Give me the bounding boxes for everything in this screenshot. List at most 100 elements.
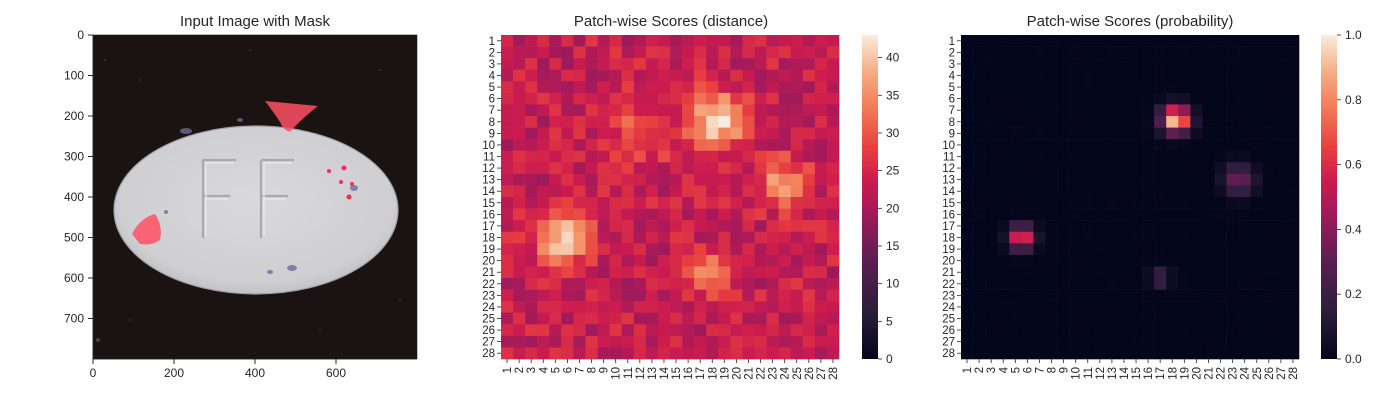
heatmap-cell [633,139,647,152]
heatmap-cell [1081,104,1095,117]
heatmap-cell [537,185,550,198]
heatmap-cell [1130,312,1143,325]
heatmap-cell [1154,347,1167,360]
heatmap-cell [549,185,562,198]
heatmap-cell [1274,289,1288,302]
heatmap-cell [1093,243,1107,256]
heatmap-cell [1045,173,1058,186]
heatmap-cell [742,173,755,186]
heatmap-cell [1286,116,1300,128]
heatmap-cell [1166,324,1179,337]
heatmap-cell [1033,347,1046,360]
heatmap-cell [694,81,707,94]
x-tick-label: 12 [1095,367,1107,380]
heatmap-cell [645,266,659,279]
heatmap-cell [549,243,562,256]
heatmap-cell [1105,278,1119,290]
heatmap-cell [718,104,731,117]
heatmap-cell [1069,289,1083,302]
heatmap-cell [670,81,683,94]
y-tick-label: 17 [482,221,495,233]
heatmap-cell [1202,35,1215,47]
heatmap-cell [537,46,550,59]
heatmap-cell [1202,301,1215,314]
heatmap-cell [1069,116,1083,128]
heatmap-cell [1214,208,1227,221]
heatmap-cell [597,150,610,163]
heatmap-cell [1190,58,1203,71]
heatmap-cell [597,104,610,117]
heatmap-cell [730,81,743,94]
heatmap-cell [1142,266,1155,279]
heatmap-cell [1190,162,1203,175]
heatmap-cell [1069,104,1083,117]
colorbar-tick-label: 35 [886,88,900,102]
image-y-tick-label: 600 [64,271,84,285]
heatmap-cell [961,127,974,140]
heatmap-cell [802,231,816,244]
heatmap-cell [1081,197,1095,209]
heatmap-cell [585,69,598,82]
colorbar-tick-label: 0.0 [1345,352,1362,366]
heatmap-cell [1166,104,1179,117]
heatmap-cell [537,104,550,117]
heatmap-cell [814,116,828,128]
heatmap-cell [1033,185,1046,198]
heatmap-cell [1178,35,1191,47]
heatmap-cell [645,35,659,47]
heatmap-cell [645,231,659,244]
heatmap-cell [1286,150,1300,163]
heatmap-cell [1250,254,1264,267]
heatmap-cell [1154,81,1167,94]
heatmap-cell [513,197,526,209]
heatmap-cell [1021,58,1034,71]
heatmap-cell [826,231,840,244]
heatmap-cell [670,127,683,140]
heatmap-cell [549,208,562,221]
heatmap-cell [802,243,816,256]
heatmap-cell [778,301,792,314]
heatmap-cell [961,347,974,360]
heatmap-cell [585,208,598,221]
heatmap-cell [1178,278,1191,290]
heatmap-cell [597,243,610,256]
heatmap-cell [537,312,550,325]
heatmap-cell [597,116,610,128]
heatmap-cell [1190,254,1203,267]
heatmap-cell [766,35,779,47]
heatmap-cell [1178,58,1191,71]
heatmap-cell [1105,347,1119,360]
heatmap-cell [1009,231,1022,244]
x-tick-label: 24 [1240,366,1252,379]
heatmap-cell [645,127,659,140]
heatmap-cell [597,335,610,348]
heatmap-cell [1081,173,1095,186]
heatmap-cell [1202,208,1215,221]
heatmap-cell [1178,139,1191,152]
heatmap-cell [645,301,659,314]
heatmap-cell [718,197,731,209]
heatmap-cell [985,116,998,128]
heatmap-cell [754,104,767,117]
heatmap-cell [1009,92,1022,105]
heatmap-cell [1238,81,1252,94]
heatmap-cell [706,150,719,163]
heatmap-cell [1045,231,1058,244]
heatmap-cell [1262,301,1276,314]
heatmap-cell [657,116,671,128]
heatmap-cell [985,46,998,59]
heatmap-cell [1238,335,1252,348]
heatmap-cell [1274,162,1288,175]
x-tick-label: 3 [526,367,538,373]
heatmap-cell [814,69,828,82]
heatmap-cell [742,220,755,233]
heatmap-cell [1142,301,1155,314]
heatmap-cell [670,324,683,337]
heatmap-cell [1130,278,1143,290]
heatmap-cell [1274,197,1288,209]
heatmap-cell [997,335,1010,348]
heatmap-cell [1262,162,1276,175]
heatmap-cell [973,243,986,256]
heatmap-cell [730,162,743,175]
heatmap-cell [826,69,840,82]
